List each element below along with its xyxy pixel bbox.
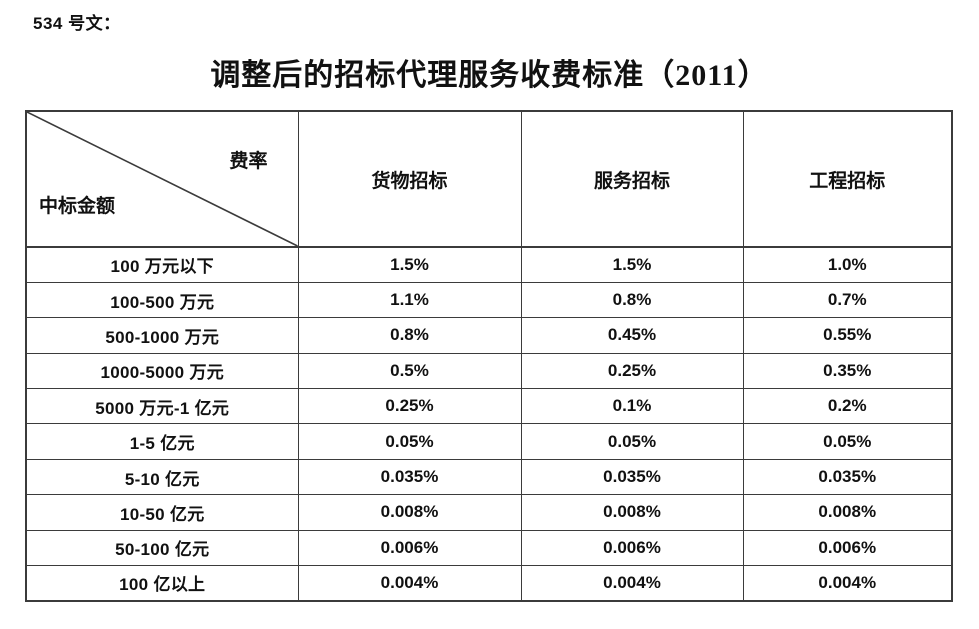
table-row: 1-5 亿元 0.05% 0.05% 0.05% [25,423,953,460]
corner-label-fee-rate: 费率 [229,151,268,172]
rate-cell: 0.05% [520,423,744,460]
rate-cell: 0.004% [742,565,953,602]
rate-cell: 1.5% [520,246,744,283]
rate-cell: 0.25% [520,352,744,390]
table-row: 5-10 亿元 0.035% 0.035% 0.035% [25,458,953,496]
rate-cell: 0.006% [742,529,953,567]
row-label: 5000 万元-1 亿元 [25,388,299,425]
rate-cell: 0.2% [742,388,953,425]
table-header-row: 费率 中标金额 货物招标 服务招标 工程招标 [25,110,953,248]
rate-cell: 0.008% [520,494,744,531]
table-row: 1000-5000 万元 0.5% 0.25% 0.35% [25,352,953,390]
table-row: 5000 万元-1 亿元 0.25% 0.1% 0.2% [25,388,953,425]
rate-cell: 0.035% [520,458,744,496]
table-row: 10-50 亿元 0.008% 0.008% 0.008% [25,494,953,531]
doc-number: 534 号文： [33,14,121,33]
table-row: 100 万元以下 1.5% 1.5% 1.0% [25,246,953,283]
rate-cell: 0.006% [520,529,744,567]
rate-cell: 0.55% [742,317,953,354]
rate-cell: 0.8% [297,317,522,354]
rate-cell: 0.035% [742,458,953,496]
row-label: 1000-5000 万元 [25,352,299,390]
rate-cell: 0.035% [297,458,522,496]
table-row: 100-500 万元 1.1% 0.8% 0.7% [25,281,953,319]
column-header-engineering: 工程招标 [742,110,953,248]
row-label: 100 亿以上 [25,565,299,602]
row-label: 50-100 亿元 [25,529,299,567]
table-row: 500-1000 万元 0.8% 0.45% 0.55% [25,317,953,354]
table-row: 50-100 亿元 0.006% 0.006% 0.006% [25,529,953,567]
fee-rate-table: 费率 中标金额 货物招标 服务招标 工程招标 100 万元以下 1.5% 1.5… [25,110,953,602]
rate-cell: 0.7% [742,281,953,319]
rate-cell: 0.1% [520,388,744,425]
diagonal-divider-line [27,112,297,245]
rate-cell: 0.006% [297,529,522,567]
column-header-goods: 货物招标 [297,110,522,248]
rate-cell: 1.1% [297,281,522,319]
rate-cell: 1.5% [297,246,522,283]
table-row: 100 亿以上 0.004% 0.004% 0.004% [25,565,953,602]
rate-cell: 0.45% [520,317,744,354]
rate-cell: 0.004% [520,565,744,602]
rate-cell: 0.008% [297,494,522,531]
rate-cell: 0.35% [742,352,953,390]
rate-cell: 0.8% [520,281,744,319]
rate-cell: 0.25% [297,388,522,425]
rate-cell: 1.0% [742,246,953,283]
page-title: 调整后的招标代理服务收费标准（2011） [210,59,769,92]
corner-label-bid-amount: 中标金额 [39,196,116,217]
row-label: 5-10 亿元 [25,458,299,496]
rate-cell: 0.5% [297,352,522,390]
diagonal-header-cell: 费率 中标金额 [25,110,299,248]
row-label: 500-1000 万元 [25,317,299,354]
rate-cell: 0.008% [742,494,953,531]
rate-cell: 0.004% [297,565,522,602]
row-label: 100-500 万元 [25,281,299,319]
column-header-services: 服务招标 [520,110,744,248]
row-label: 1-5 亿元 [25,423,299,460]
row-label: 100 万元以下 [25,246,299,283]
row-label: 10-50 亿元 [25,494,299,531]
rate-cell: 0.05% [297,423,522,460]
rate-cell: 0.05% [742,423,953,460]
